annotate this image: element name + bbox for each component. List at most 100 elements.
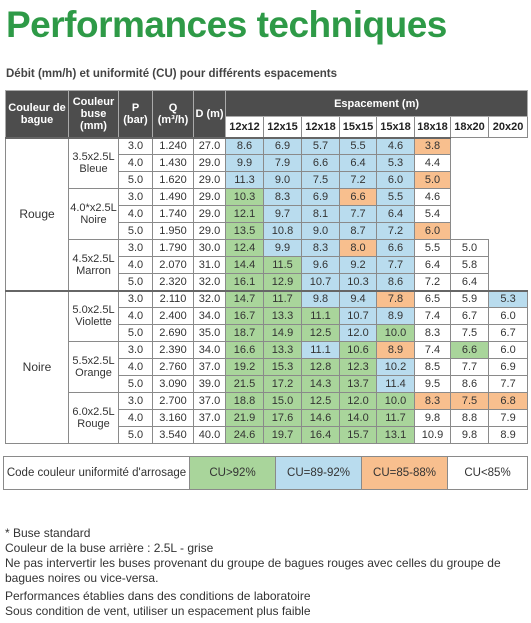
spacing-label: 12x15 <box>263 116 302 138</box>
rate-cell: 5.0 <box>450 239 489 257</box>
rate-cell: 16.1 <box>225 273 264 291</box>
legend-item: CU<85% <box>447 456 528 490</box>
rate-cell: 12.0 <box>339 324 377 342</box>
table-row: 5.5x2.5L Orange 3.0 2.390 34.0 16.6 13.3 11.1 1… <box>6 341 529 393</box>
column-header: P (bar) <box>118 90 153 138</box>
empty-cell <box>451 206 489 223</box>
rate-cell: 12.8 <box>301 358 340 376</box>
rate-cell: 6.4 <box>376 205 415 223</box>
rate-cell: 14.0 <box>339 409 377 427</box>
legend-row: Code couleur uniformité d'arrosage CU>92%… <box>3 456 528 490</box>
rate-cell: 21.5 <box>225 375 264 393</box>
rate-cell: 12.4 <box>225 239 264 257</box>
rate-cell: 13.7 <box>339 375 377 393</box>
rate-cell: 13.3 <box>263 307 302 325</box>
rate-cell: 5.5 <box>376 188 415 206</box>
rate-cell: 8.9 <box>487 426 529 444</box>
rate-cell: 9.5 <box>414 375 451 393</box>
rate-cell: 24.6 <box>225 426 264 444</box>
rate-cell: 12.9 <box>263 273 302 291</box>
cell-q: 2.070 <box>152 256 194 274</box>
rate-cell: 11.1 <box>301 341 340 359</box>
rate-cell: 5.8 <box>450 256 489 274</box>
nozzle: 3.5x2.5L Bleue <box>68 136 119 189</box>
cell-d: 29.0 <box>193 222 226 240</box>
rate-cell: 11.1 <box>301 307 340 325</box>
rate-cell: 8.9 <box>376 341 415 359</box>
nozzle: 5.5x2.5L Orange <box>68 341 119 393</box>
rate-cell: 8.3 <box>414 324 451 342</box>
cell-p: 3.0 <box>118 136 153 155</box>
rate-cell: 7.8 <box>376 289 415 308</box>
rate-cell: 11.7 <box>376 409 415 427</box>
rate-cell: 14.9 <box>263 324 302 342</box>
spacing-label: 18x18 <box>414 116 451 138</box>
cell-d: 27.0 <box>193 136 226 155</box>
rate-cell: 7.7 <box>376 256 415 274</box>
table-row: 4.0 1.430 29.0 9.9 7.9 6.6 6.4 5.3 4.4 <box>6 154 528 172</box>
rate-cell: 14.6 <box>301 409 340 427</box>
cell-p: 3.0 <box>118 289 153 308</box>
note: * Buse standard <box>5 526 91 540</box>
rate-cell: 8.6 <box>225 136 264 155</box>
rate-cell: 7.7 <box>487 375 529 393</box>
cell-d: 34.0 <box>193 307 226 325</box>
rate-cell: 9.7 <box>263 205 302 223</box>
cell-p: 5.0 <box>118 324 153 342</box>
rate-cell: 17.2 <box>263 375 302 393</box>
rate-cell: 16.4 <box>301 426 340 444</box>
rate-cell: 6.4 <box>414 256 451 274</box>
rate-cell: 12.5 <box>301 324 340 342</box>
empty-cell <box>489 274 528 291</box>
rate-cell: 5.5 <box>414 239 451 257</box>
rate-cell: 5.5 <box>339 136 377 155</box>
rate-cell: 7.2 <box>339 171 377 189</box>
cell-p: 4.0 <box>118 256 153 274</box>
cell-q: 2.700 <box>152 392 194 410</box>
rate-cell: 14.4 <box>225 256 264 274</box>
ring-color: Noire <box>5 289 69 444</box>
rate-cell: 5.0 <box>414 171 451 189</box>
rate-cell: 6.0 <box>487 341 529 359</box>
column-header: Couleur de bague <box>5 90 69 138</box>
rate-cell: 13.3 <box>263 341 302 359</box>
rate-cell: 6.9 <box>301 188 340 206</box>
cell-p: 3.0 <box>118 392 153 410</box>
cell-q: 1.620 <box>152 171 194 189</box>
note: Ne pas intervertir les buses provenant d… <box>5 556 501 585</box>
table-row: 5.0 2.690 35.0 18.7 14.9 12.5 12.0 10.0 8.3 7.5 6.… <box>6 324 529 342</box>
rate-cell: 7.2 <box>414 273 451 291</box>
rate-cell: 4.6 <box>414 188 451 206</box>
cell-d: 39.0 <box>193 375 226 393</box>
rate-cell: 10.6 <box>339 341 377 359</box>
rate-cell: 12.5 <box>301 392 340 410</box>
rate-cell: 4.4 <box>414 154 451 172</box>
rate-cell: 8.8 <box>450 409 489 427</box>
rate-cell: 9.8 <box>450 426 489 444</box>
rate-cell: 6.0 <box>414 222 451 240</box>
rate-cell: 18.7 <box>225 324 264 342</box>
nozzle: 4.5x2.5L Marron <box>68 239 119 291</box>
cell-p: 4.0 <box>118 154 153 172</box>
empty-cell <box>489 138 528 155</box>
rate-cell: 13.5 <box>225 222 264 240</box>
table-row: 4.0 2.400 34.0 16.7 13.3 11.1 10.7 8.9 7.4 6.7 6.0 <box>6 307 529 325</box>
cell-d: 29.0 <box>193 171 226 189</box>
spacing-label: 12x12 <box>225 116 264 138</box>
cell-d: 29.0 <box>193 154 226 172</box>
rate-cell: 15.7 <box>339 426 377 444</box>
cell-d: 31.0 <box>193 256 226 274</box>
rate-cell: 7.5 <box>450 392 489 410</box>
cell-q: 2.760 <box>152 358 194 376</box>
rate-cell: 14.3 <box>301 375 340 393</box>
nozzle: 4.0*x2.5L Noire <box>68 188 119 240</box>
rate-cell: 6.8 <box>487 392 529 410</box>
cell-d: 37.0 <box>193 392 226 410</box>
rate-cell: 7.5 <box>450 324 489 342</box>
rate-cell: 9.2 <box>339 256 377 274</box>
rate-cell: 5.9 <box>450 289 489 308</box>
rate-cell: 8.3 <box>301 239 340 257</box>
empty-cell <box>451 223 489 240</box>
rate-cell: 7.4 <box>414 307 451 325</box>
cell-p: 5.0 <box>118 375 153 393</box>
